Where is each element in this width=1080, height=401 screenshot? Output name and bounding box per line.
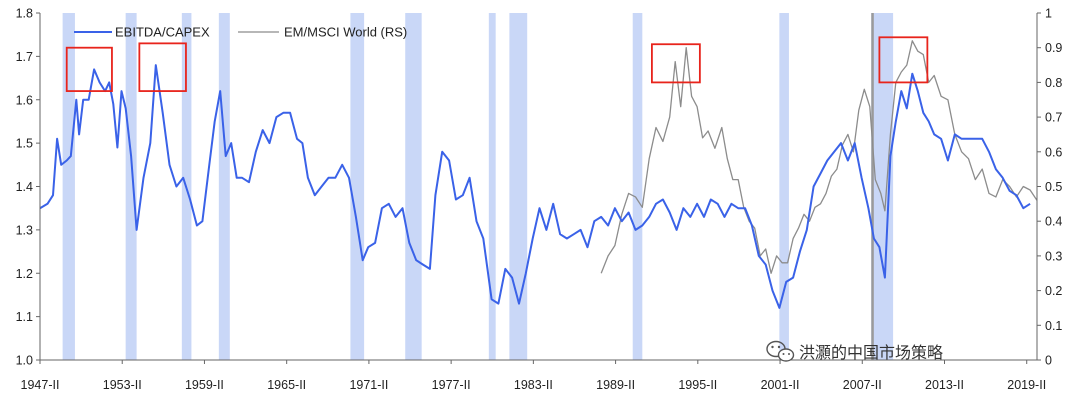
x-tick-label: 1971-II	[349, 378, 388, 392]
y-left-tick-label: 1.7	[16, 50, 33, 64]
y-right-tick-label: 0.2	[1045, 284, 1062, 298]
highlight-box-2	[651, 43, 701, 84]
recession-band-7	[509, 13, 528, 360]
y-right-tick-label: 0	[1045, 354, 1052, 368]
recession-band-3	[218, 13, 230, 360]
y-left-tick-label: 1.8	[16, 7, 33, 21]
y-right-tick-label: 0.5	[1045, 180, 1062, 194]
series-line-ebitda-capex	[39, 64, 1031, 309]
x-tick-label: 1989-II	[596, 378, 635, 392]
y-right-tick-label: 0.7	[1045, 111, 1062, 125]
y-left-tick-label: 1.3	[16, 223, 33, 237]
y-right-tick-label: 0.8	[1045, 76, 1062, 90]
x-tick-label: 1959-II	[185, 378, 224, 392]
legend: EBITDA/CAPEX EM/MSCI World (RS)	[74, 25, 407, 40]
watermark: 洪灝的中国市场策略	[766, 340, 943, 362]
tick-labels: 1.0 1.1 1.2 1.3 1.4 1.5 1.6 1.7 1.8 0 0.1 0.2 0.3 0.4…	[16, 7, 1063, 393]
legend-label-em-msci: EM/MSCI World (RS)	[284, 25, 407, 40]
legend-item-em-msci: EM/MSCI World (RS)	[238, 25, 407, 40]
recession-band-0	[62, 13, 75, 360]
y-right-tick-label: 0.4	[1045, 215, 1062, 229]
y-right-tick-label: 1	[1045, 7, 1052, 21]
highlight-box-1	[138, 42, 187, 92]
legend-label-ebitda-capex: EBITDA/CAPEX	[115, 25, 210, 40]
recession-band-9	[779, 13, 789, 360]
axes	[36, 12, 1041, 364]
x-tick-label: 1977-II	[432, 378, 471, 392]
watermark-text: 洪灝的中国市场策略	[799, 343, 943, 362]
y-left-tick-label: 1.4	[16, 180, 33, 194]
x-tick-label: 1983-II	[514, 378, 553, 392]
highlight-boxes	[65, 36, 929, 92]
wechat-icon	[766, 340, 795, 362]
series-layer	[39, 40, 1038, 309]
y-left-tick-label: 1.2	[16, 267, 33, 281]
x-tick-label: 1953-II	[103, 378, 142, 392]
recession-band-4	[350, 13, 365, 360]
y-right-tick-label: 0.1	[1045, 319, 1062, 333]
highlight-box-3	[878, 36, 929, 84]
x-tick-label: 1947-II	[21, 378, 60, 392]
recession-bands	[62, 13, 894, 360]
x-tick-label: 1995-II	[678, 378, 717, 392]
highlight-box-0	[65, 46, 113, 92]
y-right-tick-label: 0.3	[1045, 249, 1062, 263]
x-tick-label: 2001-II	[761, 378, 800, 392]
recession-band-1	[125, 13, 137, 360]
legend-item-ebitda-capex: EBITDA/CAPEX	[74, 25, 210, 40]
y-left-tick-label: 1.0	[16, 354, 33, 368]
x-tick-label: 1965-II	[267, 378, 306, 392]
y-right-tick-label: 0.9	[1045, 41, 1062, 55]
x-tick-label: 2019-II	[1007, 378, 1046, 392]
x-tick-label: 2007-II	[843, 378, 882, 392]
y-left-tick-label: 1.6	[16, 93, 33, 107]
y-left-tick-label: 1.1	[16, 310, 33, 324]
recession-band-10	[871, 13, 894, 360]
recession-band-8	[632, 13, 643, 360]
x-tick-label: 2013-II	[925, 378, 964, 392]
recession-band-5	[405, 13, 422, 360]
y-left-tick-label: 1.5	[16, 137, 33, 151]
series-line-em-msci-world	[600, 40, 1038, 274]
recession-band-6	[488, 13, 496, 360]
y-right-tick-label: 0.6	[1045, 145, 1062, 159]
